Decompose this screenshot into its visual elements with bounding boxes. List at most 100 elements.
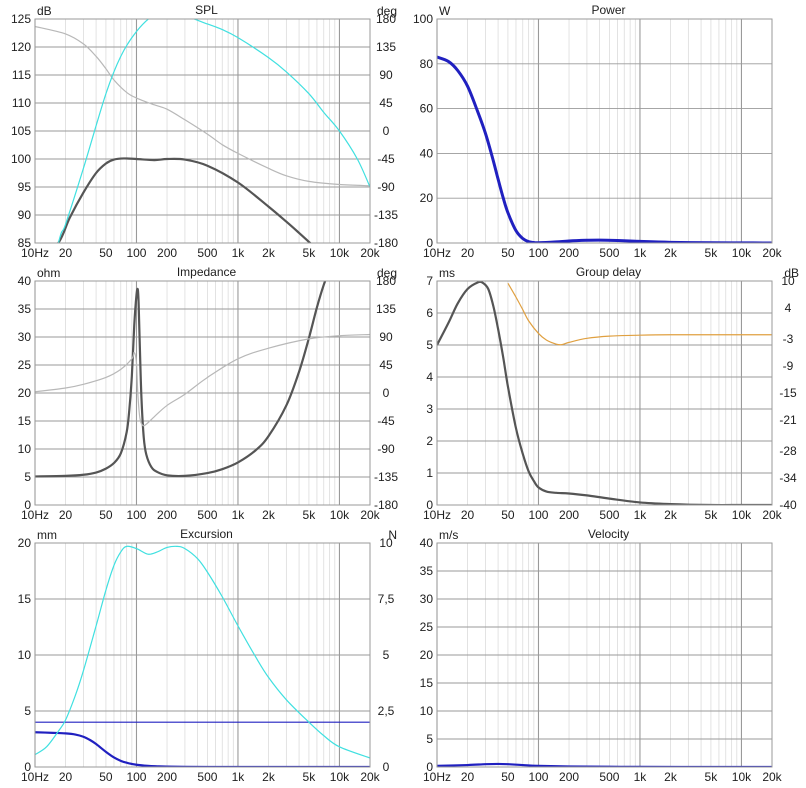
x-tick-label: 100 [528, 246, 548, 260]
chart-title: Group delay [576, 265, 641, 279]
y-tick-label-right: 180 [376, 274, 396, 288]
y-tick-label-left: 5 [24, 704, 31, 718]
x-tick-label: 10k [732, 770, 752, 784]
y-tick-label-left: 5 [24, 470, 31, 484]
x-tick-label: 200 [559, 246, 579, 260]
x-tick-label: 10k [330, 508, 350, 522]
y-tick-label-right: 45 [379, 358, 393, 372]
x-tick-label: 2k [262, 770, 276, 784]
chart-panel-impedance: Impedance ohm deg 0 5 10 15 20 25 30 35 40 -180 -135 -… [18, 265, 399, 522]
series-line-1 [437, 55, 772, 243]
x-tick-label: 5k [303, 508, 317, 522]
x-tick-label: 20 [461, 770, 475, 784]
x-tick-label: 10Hz [21, 770, 49, 784]
series-line-2 [507, 282, 772, 346]
plot-frame [34, 542, 371, 768]
y-tick-label-left: 80 [420, 57, 434, 71]
x-tick-label: 50 [99, 770, 113, 784]
x-tick-label: 5k [705, 508, 719, 522]
y-tick-label-left: 2 [426, 434, 433, 448]
y-tick-label-left: 100 [413, 12, 433, 26]
chart-title: SPL [195, 3, 218, 17]
x-tick-label: 200 [157, 246, 177, 260]
right-axis-unit: N [388, 528, 397, 542]
x-tick-label: 50 [501, 770, 515, 784]
chart-title: Power [591, 3, 625, 17]
x-tick-label: 20k [762, 246, 782, 260]
x-tick-label: 500 [197, 246, 217, 260]
y-tick-label-left: 30 [18, 330, 32, 344]
series-line-3 [57, 19, 370, 243]
x-tick-label: 100 [528, 770, 548, 784]
y-tick-label-left: 20 [18, 386, 32, 400]
y-tick-label-left: 40 [420, 536, 434, 550]
y-tick-label-right: 10 [781, 274, 795, 288]
y-tick-label-left: 4 [426, 370, 433, 384]
x-tick-label: 50 [99, 246, 113, 260]
plot-frame [436, 280, 773, 506]
left-axis-unit: ms [439, 266, 455, 280]
y-tick-label-left: 20 [420, 648, 434, 662]
series-line-1 [57, 157, 312, 243]
x-tick-label: 2k [664, 246, 678, 260]
y-tick-label-left: 10 [420, 704, 434, 718]
y-tick-label-left: 115 [12, 68, 31, 82]
y-tick-label-left: 5 [426, 338, 433, 352]
y-tick-label-left: 0 [426, 236, 433, 250]
series-line-1 [35, 731, 370, 767]
x-tick-label: 100 [126, 508, 146, 522]
x-tick-label: 2k [664, 770, 678, 784]
x-tick-label: 20 [461, 508, 475, 522]
x-tick-label: 10k [330, 770, 350, 784]
y-tick-label-right: -135 [374, 208, 398, 222]
x-tick-label: 200 [559, 770, 579, 784]
y-tick-label-right: -3 [783, 332, 794, 346]
x-tick-label: 2k [664, 508, 678, 522]
x-tick-label: 100 [126, 770, 146, 784]
chart-title: Impedance [177, 265, 237, 279]
chart-panel-power: Power W 0 20 40 60 80 100 10Hz 20 50 100 200 500 1k 2k 5… [413, 3, 783, 260]
y-tick-label-left: 100 [11, 152, 31, 166]
x-tick-label: 20 [59, 246, 73, 260]
y-tick-label-left: 95 [18, 180, 32, 194]
y-tick-label-left: 120 [11, 40, 31, 54]
y-tick-label-left: 0 [24, 760, 31, 774]
series-line-1 [35, 281, 327, 478]
plot-frame [34, 18, 371, 244]
y-tick-label-left: 40 [18, 274, 32, 288]
y-tick-label-right: -34 [779, 471, 797, 485]
y-tick-label-left: 105 [11, 124, 31, 138]
y-tick-label-left: 20 [18, 536, 32, 550]
y-tick-label-left: 3 [426, 402, 433, 416]
plot-frame [34, 280, 371, 506]
y-tick-label-left: 20 [420, 191, 434, 205]
x-tick-label: 1k [634, 508, 648, 522]
y-tick-label-right: 135 [376, 302, 396, 316]
y-tick-label-right: 0 [383, 124, 390, 138]
x-tick-label: 20 [461, 246, 475, 260]
y-tick-label-right: 180 [376, 12, 396, 26]
x-tick-label: 10k [732, 246, 752, 260]
y-tick-label-left: 30 [420, 592, 434, 606]
x-tick-label: 200 [559, 508, 579, 522]
x-tick-label: 10k [732, 508, 752, 522]
y-tick-label-right: 90 [379, 330, 393, 344]
x-tick-label: 500 [599, 508, 619, 522]
right-axis-unit: dB [784, 266, 799, 280]
y-tick-label-left: 10 [18, 442, 32, 456]
x-tick-label: 500 [197, 508, 217, 522]
y-tick-label-right: -45 [377, 152, 395, 166]
x-tick-label: 500 [197, 770, 217, 784]
x-tick-label: 10Hz [423, 508, 451, 522]
x-tick-label: 20k [360, 246, 380, 260]
series-line-2 [35, 333, 370, 427]
x-tick-label: 5k [705, 770, 719, 784]
x-tick-label: 5k [303, 246, 317, 260]
x-tick-label: 20 [59, 508, 73, 522]
y-tick-label-left: 85 [18, 236, 32, 250]
x-tick-label: 20k [360, 508, 380, 522]
x-tick-label: 10Hz [21, 508, 49, 522]
